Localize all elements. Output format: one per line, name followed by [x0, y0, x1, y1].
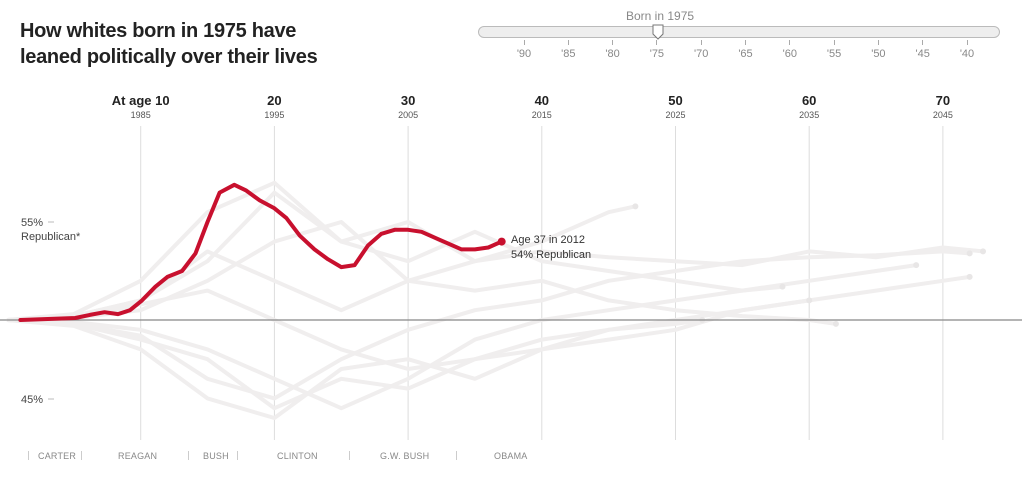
- ghost-cohort-end: [980, 248, 987, 255]
- y-tick-label: 45%: [21, 394, 43, 406]
- ghost-cohort-line: [6, 274, 970, 411]
- president-label: OBAMA: [494, 451, 528, 461]
- slider-tick[interactable]: '70: [686, 40, 716, 60]
- president-label: BUSH: [203, 451, 229, 461]
- slider-tick[interactable]: '80: [598, 40, 628, 60]
- y-tick-sublabel: Republican*: [21, 231, 81, 243]
- ghost-cohort-line: [6, 288, 703, 371]
- page-title: How whites born in 1975 have leaned poli…: [20, 20, 318, 68]
- ghost-cohort-line: [6, 180, 917, 322]
- president-divider: [81, 451, 82, 460]
- age-tick-label: 40: [535, 93, 549, 108]
- year-tick-label: 2015: [532, 110, 552, 120]
- highlight-annotation: 54% Republican: [511, 249, 591, 261]
- age-tick-label: 50: [668, 93, 682, 108]
- birth-year-slider[interactable]: [478, 26, 1000, 38]
- ghost-cohort-end: [806, 297, 813, 304]
- age-tick-label: 70: [936, 93, 950, 108]
- slider-tick[interactable]: '60: [775, 40, 805, 60]
- age-tick-label: 20: [267, 93, 281, 108]
- highlight-annotation: Age 37 in 2012: [511, 234, 585, 246]
- year-tick-label: 2045: [933, 110, 953, 120]
- slider-tick[interactable]: '55: [819, 40, 849, 60]
- year-tick-label: 1995: [264, 110, 284, 120]
- ghost-cohort-end: [632, 203, 639, 210]
- ghost-cohort-end: [966, 273, 973, 280]
- slider-tick[interactable]: '65: [731, 40, 761, 60]
- ghost-cohort-end: [832, 320, 839, 327]
- highlight-endpoint: [497, 237, 506, 246]
- ghost-cohort-line: [6, 249, 970, 401]
- age-tick-label: At age 10: [112, 93, 170, 108]
- president-label: CARTER: [38, 451, 77, 461]
- president-divider: [188, 451, 189, 460]
- year-tick-label: 2005: [398, 110, 418, 120]
- ghost-cohort-line: [6, 284, 783, 411]
- president-divider: [28, 451, 29, 460]
- ghost-cohort-end: [913, 262, 920, 269]
- ghost-cohort-end: [779, 283, 786, 290]
- year-tick-label: 2035: [799, 110, 819, 120]
- age-tick-label: 60: [802, 93, 816, 108]
- slider-tick[interactable]: '85: [553, 40, 583, 60]
- slider-label: Born in 1975: [626, 9, 695, 23]
- slider-tick[interactable]: '45: [908, 40, 938, 60]
- ghost-cohort-line: [6, 204, 636, 322]
- slider-tick[interactable]: '90: [509, 40, 539, 60]
- highlight-line: [18, 182, 504, 322]
- president-divider: [237, 451, 238, 460]
- president-label: G.W. BUSH: [380, 451, 430, 461]
- president-label: CLINTON: [277, 451, 318, 461]
- slider-tick[interactable]: '75: [642, 40, 672, 60]
- president-divider: [456, 451, 457, 460]
- year-tick-label: 1985: [131, 110, 151, 120]
- slider-handle[interactable]: [652, 24, 664, 40]
- ghost-cohort-end: [966, 250, 973, 257]
- y-tick-label: 55%: [21, 217, 43, 229]
- age-tick-label: 30: [401, 93, 415, 108]
- president-divider: [349, 451, 350, 460]
- ghost-cohort-line: [6, 220, 837, 326]
- year-tick-label: 2025: [665, 110, 685, 120]
- slider-tick[interactable]: '40: [952, 40, 982, 60]
- slider-tick[interactable]: '50: [863, 40, 893, 60]
- president-label: REAGAN: [118, 451, 158, 461]
